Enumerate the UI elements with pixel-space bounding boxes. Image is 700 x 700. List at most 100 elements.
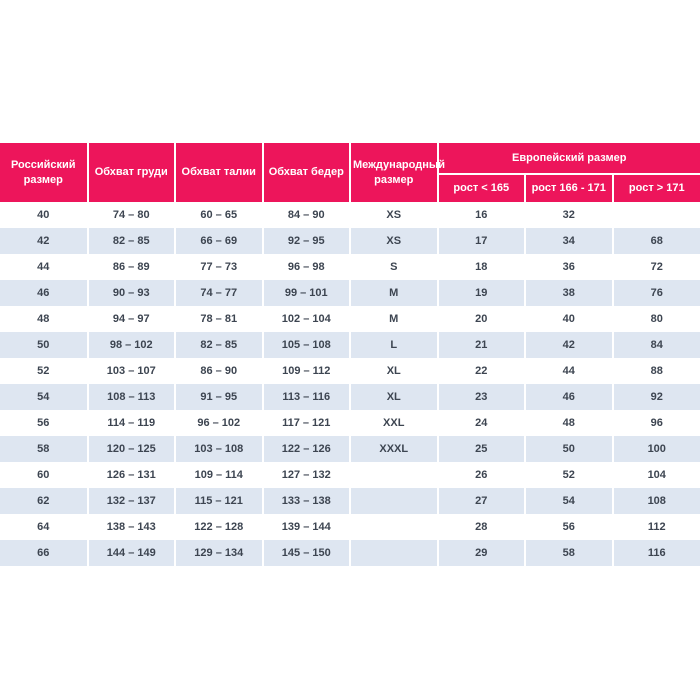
header-chest: Обхват груди — [86, 143, 175, 202]
cell-waist: 66 – 69 — [174, 228, 263, 254]
header-russian-size: Российский размер — [0, 143, 88, 202]
table-row: 62 132 – 137 115 – 121 133 – 138 27 54 108 — [0, 488, 700, 514]
cell-chest: 82 – 85 — [86, 228, 175, 254]
cell-height-lt-165: 25 — [436, 436, 525, 462]
cell-hips: 122 – 126 — [261, 436, 350, 462]
cell-chest: 120 – 125 — [86, 436, 175, 462]
cell-waist: 115 – 121 — [174, 488, 263, 514]
cell-international-size — [349, 514, 438, 540]
cell-height-gt-171: 112 — [611, 514, 700, 540]
cell-russian-size: 50 — [0, 332, 88, 358]
cell-russian-size: 48 — [0, 306, 88, 332]
cell-international-size: M — [349, 306, 438, 332]
cell-waist: 60 – 65 — [174, 202, 263, 228]
header-waist: Обхват талии — [174, 143, 263, 202]
cell-russian-size: 58 — [0, 436, 88, 462]
cell-russian-size: 44 — [0, 254, 88, 280]
cell-height-lt-165: 16 — [436, 202, 525, 228]
table-row: 56 114 – 119 96 – 102 117 – 121 XXL 24 48 96 — [0, 410, 700, 436]
cell-height-gt-171: 104 — [611, 462, 700, 488]
table-row: 50 98 – 102 82 – 85 105 – 108 L 21 42 84 — [0, 332, 700, 358]
cell-international-size — [349, 462, 438, 488]
cell-height-lt-165: 29 — [436, 540, 525, 566]
cell-hips: 133 – 138 — [261, 488, 350, 514]
cell-height-lt-165: 19 — [436, 280, 525, 306]
cell-height-gt-171 — [611, 202, 700, 228]
header-row-sub: рост < 165 рост 166 - 171 рост > 171 — [0, 173, 700, 202]
cell-height-gt-171: 88 — [611, 358, 700, 384]
cell-chest: 90 – 93 — [86, 280, 175, 306]
cell-hips: 127 – 132 — [261, 462, 350, 488]
cell-height-166-171: 58 — [524, 540, 613, 566]
cell-height-166-171: 54 — [524, 488, 613, 514]
cell-hips: 99 – 101 — [261, 280, 350, 306]
cell-waist: 129 – 134 — [174, 540, 263, 566]
cell-waist: 96 – 102 — [174, 410, 263, 436]
table-header: Российский размер Обхват груди Обхват та… — [0, 143, 700, 202]
cell-international-size — [349, 540, 438, 566]
table-row: 40 74 – 80 60 – 65 84 – 90 XS 16 32 — [0, 202, 700, 228]
table-row: 66 144 – 149 129 – 134 145 – 150 29 58 116 — [0, 540, 700, 566]
cell-international-size: XS — [349, 202, 438, 228]
table-row: 58 120 – 125 103 – 108 122 – 126 XXXL 25 50 100 — [0, 436, 700, 462]
size-chart-table: Российский размер Обхват груди Обхват та… — [0, 143, 700, 566]
cell-height-lt-165: 20 — [436, 306, 525, 332]
cell-chest: 144 – 149 — [86, 540, 175, 566]
cell-chest: 132 – 137 — [86, 488, 175, 514]
cell-height-166-171: 36 — [524, 254, 613, 280]
cell-russian-size: 46 — [0, 280, 88, 306]
cell-height-lt-165: 24 — [436, 410, 525, 436]
cell-russian-size: 52 — [0, 358, 88, 384]
cell-russian-size: 64 — [0, 514, 88, 540]
cell-international-size — [349, 488, 438, 514]
cell-hips: 84 – 90 — [261, 202, 350, 228]
cell-international-size: XL — [349, 358, 438, 384]
cell-international-size: S — [349, 254, 438, 280]
cell-height-gt-171: 108 — [611, 488, 700, 514]
header-international-size: Международный размер — [349, 143, 445, 202]
cell-hips: 105 – 108 — [261, 332, 350, 358]
header-height-gt-171: рост > 171 — [611, 173, 700, 202]
cell-height-lt-165: 28 — [436, 514, 525, 540]
cell-russian-size: 60 — [0, 462, 88, 488]
cell-international-size: XXXL — [349, 436, 438, 462]
cell-russian-size: 40 — [0, 202, 88, 228]
header-row-top: Российский размер Обхват груди Обхват та… — [0, 143, 700, 202]
cell-russian-size: 42 — [0, 228, 88, 254]
cell-international-size: L — [349, 332, 438, 358]
cell-chest: 86 – 89 — [86, 254, 175, 280]
table-row: 52 103 – 107 86 – 90 109 – 112 XL 22 44 88 — [0, 358, 700, 384]
cell-russian-size: 56 — [0, 410, 88, 436]
cell-international-size: M — [349, 280, 438, 306]
cell-chest: 94 – 97 — [86, 306, 175, 332]
cell-russian-size: 62 — [0, 488, 88, 514]
cell-hips: 96 – 98 — [261, 254, 350, 280]
cell-height-lt-165: 27 — [436, 488, 525, 514]
cell-height-166-171: 40 — [524, 306, 613, 332]
cell-waist: 109 – 114 — [174, 462, 263, 488]
cell-russian-size: 54 — [0, 384, 88, 410]
cell-waist: 74 – 77 — [174, 280, 263, 306]
cell-waist: 86 – 90 — [174, 358, 263, 384]
header-hips: Обхват бедер — [261, 143, 350, 202]
cell-height-166-171: 32 — [524, 202, 613, 228]
cell-chest: 74 – 80 — [86, 202, 175, 228]
cell-height-lt-165: 23 — [436, 384, 525, 410]
cell-height-166-171: 56 — [524, 514, 613, 540]
cell-international-size: XS — [349, 228, 438, 254]
cell-waist: 91 – 95 — [174, 384, 263, 410]
cell-height-gt-171: 92 — [611, 384, 700, 410]
table-body: 40 74 – 80 60 – 65 84 – 90 XS 16 32 42 82 – 85 66… — [0, 202, 700, 566]
cell-hips: 102 – 104 — [261, 306, 350, 332]
cell-height-gt-171: 72 — [611, 254, 700, 280]
cell-chest: 98 – 102 — [86, 332, 175, 358]
cell-chest: 138 – 143 — [86, 514, 175, 540]
table-row: 64 138 – 143 122 – 128 139 – 144 28 56 112 — [0, 514, 700, 540]
cell-chest: 114 – 119 — [86, 410, 175, 436]
cell-chest: 103 – 107 — [86, 358, 175, 384]
cell-height-gt-171: 76 — [611, 280, 700, 306]
cell-height-gt-171: 100 — [611, 436, 700, 462]
table-row: 60 126 – 131 109 – 114 127 – 132 26 52 104 — [0, 462, 700, 488]
cell-height-166-171: 34 — [524, 228, 613, 254]
cell-hips: 145 – 150 — [261, 540, 350, 566]
